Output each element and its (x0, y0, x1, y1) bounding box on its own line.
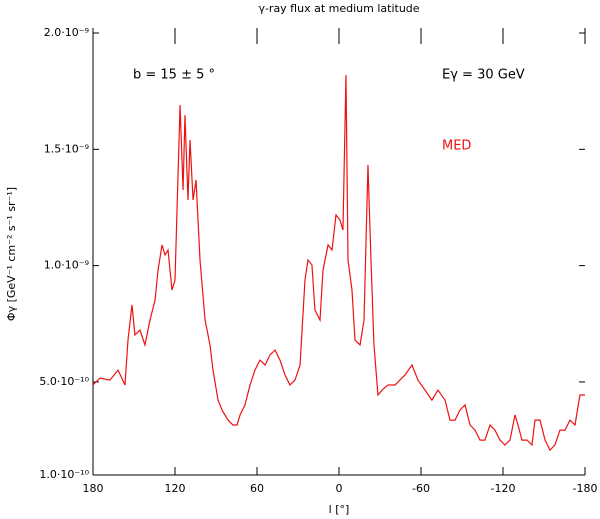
x-tick-label: 180 (83, 482, 104, 495)
annotation: b = 15 ± 5 ° (133, 68, 215, 83)
chart-title: γ-ray flux at medium latitude (258, 2, 419, 15)
x-tick-label: 0 (336, 482, 343, 495)
data-line (92, 75, 585, 452)
x-tick-label: 120 (165, 482, 186, 495)
annotation: Eγ = 30 GeV (442, 68, 525, 83)
y-axis-label: Φγ [GeV⁻¹ cm⁻² s⁻¹ sr⁻¹] (5, 187, 18, 321)
x-tick-label: -60 (412, 482, 430, 495)
y-tick-label: 1.5·10⁻⁹ (44, 142, 89, 155)
y-tick-label: 5.0·10⁻¹⁰ (39, 375, 89, 388)
y-tick-label: 1.0·10⁻⁹ (44, 259, 89, 272)
legend-label: MED (442, 139, 471, 154)
x-tick-label: -120 (491, 482, 516, 495)
x-tick-label: 60 (250, 482, 264, 495)
y-tick-label: 1.0·10⁻¹⁰ (39, 468, 89, 481)
x-tick-label: -180 (573, 482, 598, 495)
x-axis-label: l [°] (329, 503, 350, 516)
y-tick-label: 2.0·10⁻⁹ (44, 26, 89, 39)
